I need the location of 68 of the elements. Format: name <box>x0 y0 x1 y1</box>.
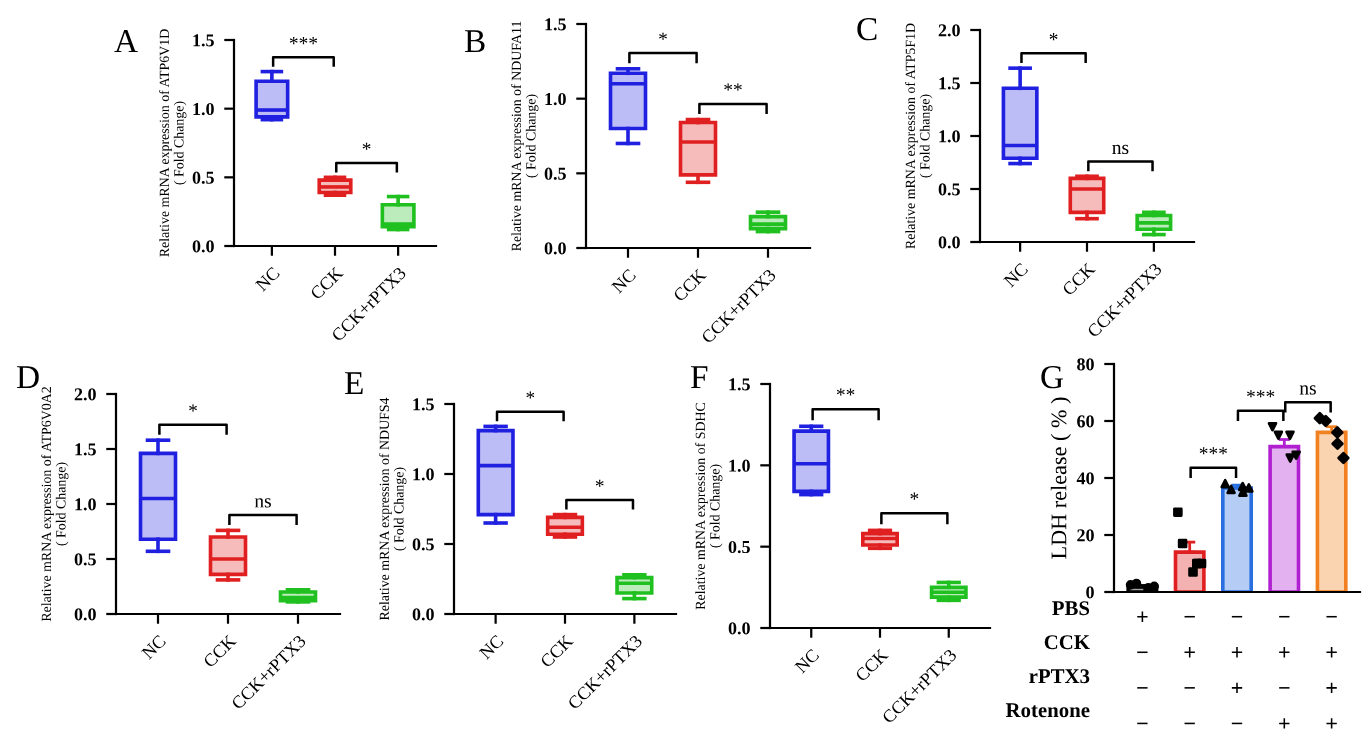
y-tick-label: 1.0 <box>413 468 434 481</box>
annotation: * <box>362 142 371 150</box>
y-tick-label: 0 <box>1086 586 1094 599</box>
y-tick-label: 0.5 <box>412 538 434 551</box>
y-axis-title: LDH release ( % ) <box>1050 397 1071 559</box>
category-label: − + + + <box>1326 615 1337 729</box>
text: rPTX3 <box>1029 669 1090 684</box>
x-tick-label: NC <box>1003 262 1029 288</box>
x-tick-label: NC <box>254 266 281 292</box>
x-tick-label: NC <box>141 634 167 660</box>
y-tick-label: 1.0 <box>193 102 214 116</box>
y-tick-label: 80 <box>1077 358 1094 371</box>
y-tick-label: 60 <box>1077 415 1094 428</box>
annotation: ns <box>1112 144 1129 155</box>
y-tick-label: 40 <box>1076 472 1094 485</box>
y-tick-label: 1.0 <box>729 459 750 472</box>
category-label: + − − − <box>1137 611 1148 725</box>
y-tick-label: 0.0 <box>192 240 214 253</box>
y-tick-label: 0.5 <box>192 171 214 184</box>
y-tick-label: 1.0 <box>545 92 566 106</box>
y-tick-label: 0.0 <box>544 242 566 255</box>
category-label: − + − − <box>1184 615 1195 725</box>
y-tick-label: 0.0 <box>74 608 96 621</box>
chart-title: E <box>344 372 363 395</box>
chart-title: D <box>16 366 39 389</box>
y-tick-label: 2.0 <box>74 388 96 401</box>
y-tick-label: 1.5 <box>729 378 750 391</box>
chart-title: G <box>1041 365 1064 389</box>
chart-title: C <box>857 17 877 41</box>
y-tick-label: 0.5 <box>74 553 96 566</box>
chart-title: F <box>690 366 708 389</box>
y-tick-label: 0.0 <box>412 608 434 621</box>
y-tick-label: 0.5 <box>728 540 750 554</box>
y-tick-label: 1.0 <box>75 498 96 511</box>
x-tick-label: NC <box>478 634 504 660</box>
annotation: * <box>659 32 667 40</box>
category-label: − + − + <box>1279 615 1290 729</box>
annotation: *** <box>1247 390 1275 398</box>
y-tick-label: 1.5 <box>193 34 214 47</box>
category-label: − + + − <box>1231 615 1243 725</box>
y-tick-label: 0.5 <box>938 183 960 196</box>
y-tick-label: 1.5 <box>413 398 434 411</box>
x-tick-label: NC <box>794 648 820 674</box>
y-tick-label: 1.0 <box>939 130 960 143</box>
annotation: ** <box>836 388 855 396</box>
annotation: * <box>1049 33 1058 41</box>
y-tick-label: 2.0 <box>938 24 960 37</box>
y-tick-label: 0.5 <box>544 167 566 180</box>
annotation: * <box>910 492 919 500</box>
annotation: *** <box>289 37 318 45</box>
annotation: * <box>595 479 604 487</box>
chart-title: B <box>464 30 485 53</box>
annotation: ** <box>724 83 742 91</box>
text: * <box>526 391 535 399</box>
annotation: *** <box>1199 447 1227 455</box>
annotation: ns <box>1299 385 1316 395</box>
annotation: * <box>189 404 197 412</box>
text: Rotenone <box>1005 703 1090 718</box>
y-tick-label: 1.5 <box>75 443 96 456</box>
y-tick-label: 1.5 <box>545 18 566 31</box>
y-tick-label: 0.0 <box>728 622 750 635</box>
y-tick-label: 1.5 <box>939 77 960 90</box>
text: PBS <box>1052 601 1090 616</box>
annotation: ns <box>254 498 271 508</box>
y-tick-label: 20 <box>1077 529 1094 542</box>
y-tick-label: 0.0 <box>938 236 960 249</box>
chart-title: A <box>114 30 138 53</box>
x-tick-label: NC <box>611 268 637 294</box>
